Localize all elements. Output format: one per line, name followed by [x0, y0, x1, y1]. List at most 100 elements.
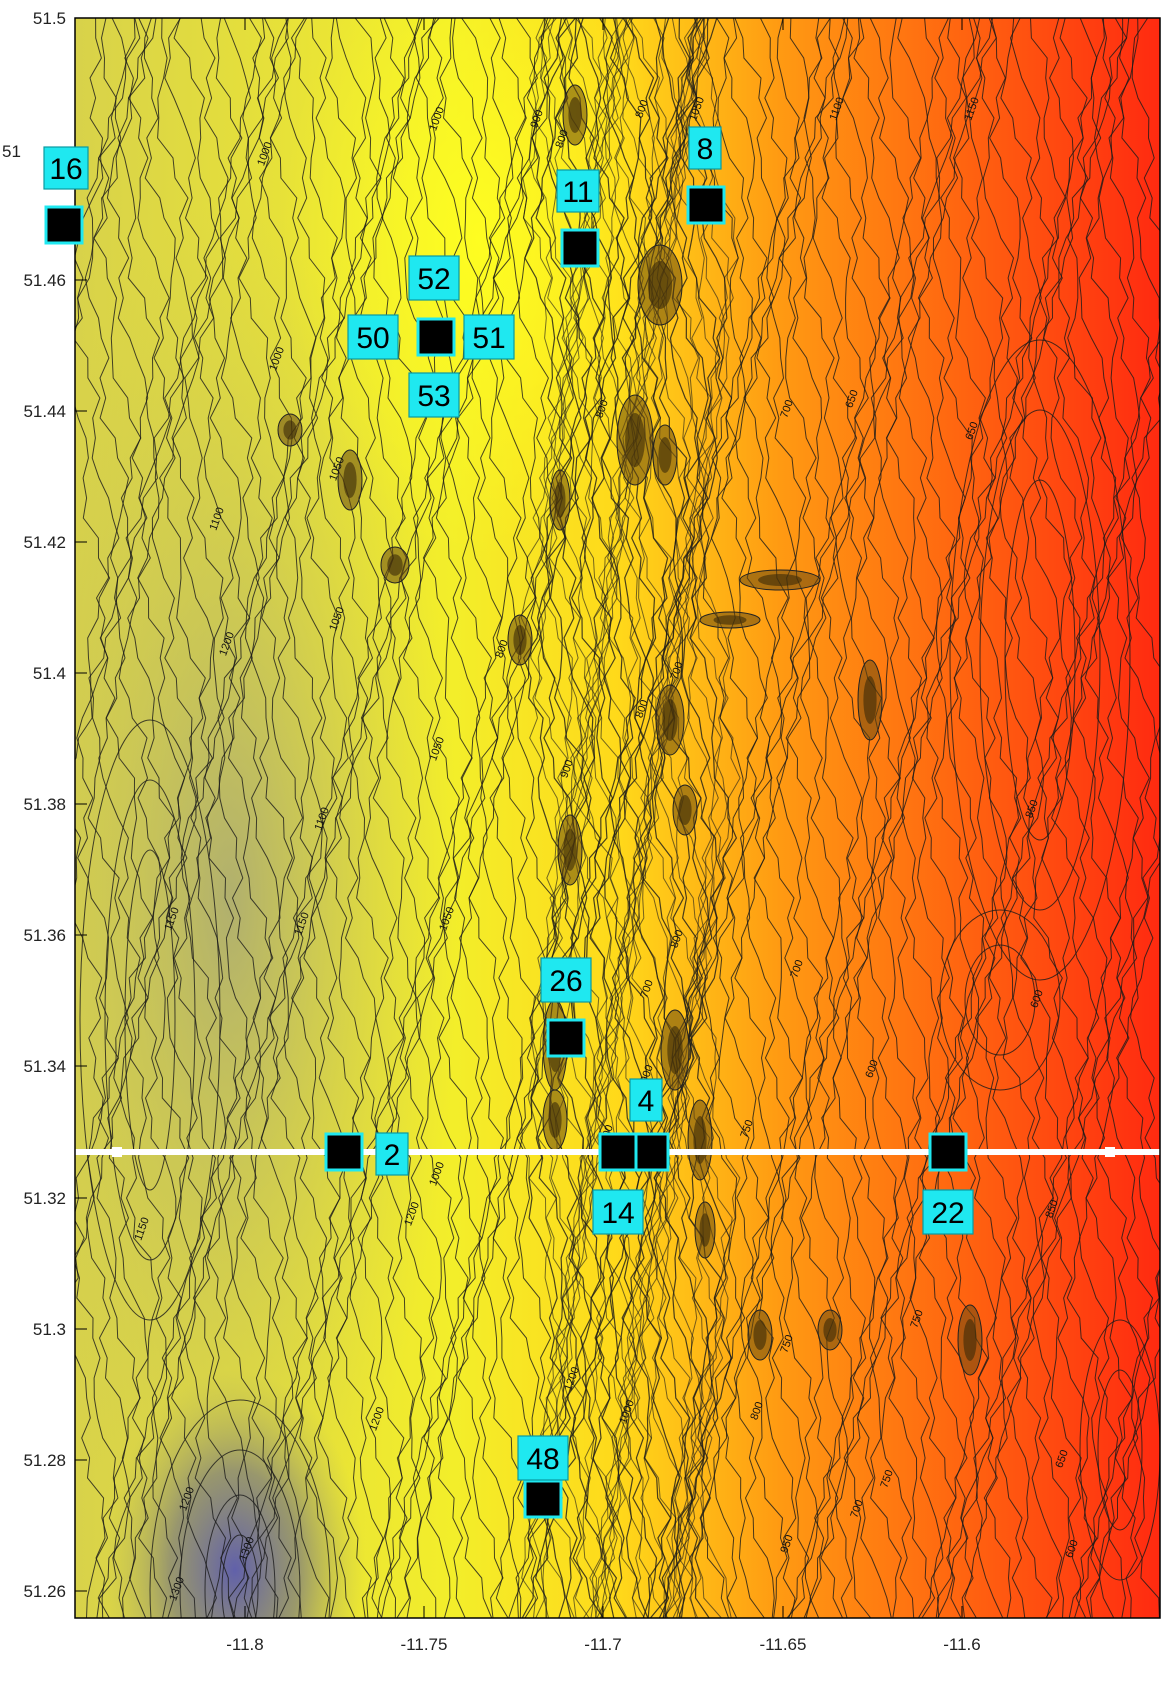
y-tick-label: 51.4	[33, 664, 66, 683]
y-axis: 51.5 51.46 51.44 51.42 51.4 51.38 51.36 51.34 51…	[23, 9, 87, 1601]
station-label-box-52	[408, 255, 460, 301]
station-marker-8	[686, 185, 726, 225]
contour-ring	[949, 339, 1131, 981]
contour-line	[468, 18, 515, 1618]
station-label-box-8	[688, 126, 722, 170]
contour-ring	[104, 779, 196, 1261]
ridge-core	[658, 437, 672, 473]
contour-line	[381, 18, 427, 1618]
station-label-11: 11	[562, 176, 593, 209]
station-label-48: 48	[526, 1443, 559, 1476]
y-tick-label: 51.26	[23, 1582, 66, 1601]
x-tick-label: -11.6	[943, 1635, 981, 1654]
contour-label: 900	[558, 758, 576, 779]
station-label-box-14	[592, 1189, 644, 1235]
station-label-2: 2	[384, 1139, 401, 1172]
station-label-box-11	[556, 169, 600, 213]
contour-line	[677, 18, 725, 1618]
contour-line	[589, 18, 636, 1618]
contour-label: 650	[1053, 1448, 1071, 1469]
station-label-box-16	[43, 146, 89, 190]
ridge-core	[693, 1116, 707, 1164]
contour-line	[917, 18, 968, 1618]
station-label-50: 50	[356, 322, 389, 355]
contour-lines	[75, 18, 1160, 1618]
contour-line	[1017, 18, 1068, 1618]
contour-line	[997, 18, 1042, 1618]
ridge-core	[713, 615, 747, 625]
contour-label: 800	[633, 98, 651, 119]
contour-line	[785, 18, 835, 1618]
contour-line	[776, 18, 824, 1618]
contour-ring	[1004, 479, 1076, 841]
station-marker-26	[546, 1018, 586, 1058]
contour-line	[721, 18, 770, 1618]
station-marker-2	[324, 1132, 364, 1172]
contour-label: 850	[1043, 1198, 1061, 1219]
x-tick-label: -11.75	[401, 1635, 448, 1654]
contour-line	[1106, 18, 1154, 1618]
contour-ring	[979, 409, 1101, 911]
ridge-core	[343, 462, 357, 498]
station-label-26: 26	[549, 965, 582, 998]
contour-line	[290, 18, 341, 1618]
station-marker-11	[560, 228, 600, 268]
contour-line	[699, 18, 746, 1618]
contour-line	[597, 18, 642, 1618]
contour-label: 650	[843, 388, 861, 409]
contour-line	[250, 18, 294, 1618]
contour-line	[519, 18, 567, 1618]
contour-line	[866, 18, 911, 1618]
ridge-core	[283, 420, 297, 440]
contour-ring	[179, 1449, 301, 1618]
contour-line	[117, 18, 162, 1618]
y-tick-label: 51.34	[23, 1057, 66, 1076]
contour-line	[765, 18, 812, 1618]
ridge-core	[667, 1026, 683, 1074]
station-label-52: 52	[417, 263, 450, 296]
contour-label: 750	[908, 1308, 926, 1329]
contour-line	[800, 18, 844, 1618]
contour-line	[612, 18, 658, 1618]
contour-line	[853, 18, 901, 1618]
x-tick-label: -11.65	[760, 1635, 807, 1654]
contour-label: 800	[748, 1400, 766, 1421]
station-label-22: 22	[931, 1197, 964, 1230]
y-tick-label: 51.28	[23, 1451, 66, 1470]
contour-line	[940, 18, 989, 1618]
contour-line	[218, 18, 262, 1618]
contour-label: 850	[1023, 798, 1041, 819]
contour-line	[681, 18, 729, 1618]
contour-label: 750	[738, 1118, 756, 1139]
contour-label: 800	[553, 128, 571, 149]
contour-line	[1072, 18, 1121, 1618]
ridge-core	[753, 1320, 767, 1350]
y-tick-label: 51.46	[23, 271, 66, 290]
contour-line	[368, 18, 418, 1618]
contour-ring	[79, 719, 221, 1321]
station-label-box-4	[629, 1078, 663, 1122]
contour-line	[1051, 18, 1100, 1618]
contour-line	[573, 18, 621, 1618]
contour-line	[151, 18, 193, 1618]
contour-line	[932, 18, 975, 1618]
y-tick-label: 51.5	[33, 9, 66, 28]
contour-line	[105, 18, 154, 1618]
contour-label: 700	[778, 398, 796, 419]
contour-line	[1116, 18, 1160, 1618]
contour-line	[808, 18, 858, 1618]
ridge-features	[277, 84, 983, 1376]
station-label-8: 8	[697, 133, 714, 166]
contour-line	[877, 18, 923, 1618]
contour-line	[501, 18, 549, 1618]
contour-line	[514, 18, 558, 1618]
contour-line	[75, 18, 111, 1618]
plot-frame	[74, 17, 1161, 1619]
contour-line	[554, 18, 605, 1618]
contour-label: 600	[1063, 1538, 1081, 1559]
ridge-core	[625, 413, 645, 467]
contour-line	[898, 18, 944, 1618]
ridge-core	[647, 261, 673, 309]
